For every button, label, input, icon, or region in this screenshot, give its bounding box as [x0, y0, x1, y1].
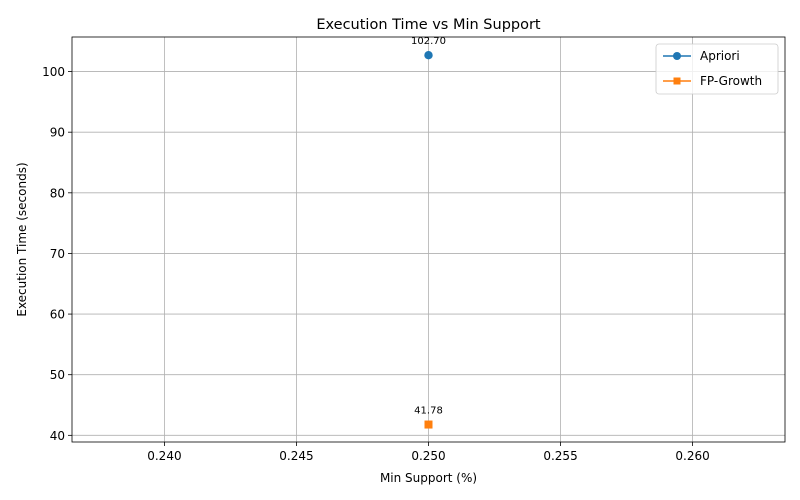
- data-point-apriori: [424, 50, 433, 60]
- x-tick-label: 0.255: [543, 449, 577, 463]
- x-tick-label: 0.240: [147, 449, 181, 463]
- y-tick-label: 60: [50, 308, 65, 322]
- data-point-fp-growth: [424, 420, 433, 429]
- legend-marker-apriori: [673, 52, 681, 60]
- x-axis-title: Min Support (%): [380, 471, 477, 485]
- y-tick-label: 40: [50, 429, 65, 443]
- y-axis-title: Execution Time (seconds): [15, 162, 29, 316]
- legend-item-fp-growth: FP-Growth: [663, 74, 762, 88]
- legend-marker-fp-growth: [673, 77, 681, 85]
- y-tick-label: 100: [42, 65, 65, 79]
- legend-label-fp-growth: FP-Growth: [700, 74, 762, 88]
- chart-title: Execution Time vs Min Support: [316, 17, 541, 33]
- legend: Apriori FP-Growth: [655, 43, 779, 95]
- legend-item-apriori: Apriori: [663, 49, 740, 63]
- plot-frame: [71, 36, 786, 443]
- axis-ticks: 0.240 0.245 0.250 0.255 0.260 40 50 60 70 80 90 100: [42, 65, 710, 463]
- y-tick-label: 50: [50, 368, 65, 382]
- x-tick-label: 0.245: [279, 449, 313, 463]
- series-layer: 102.70 41.78: [411, 36, 446, 429]
- y-tick-label: 80: [50, 186, 65, 200]
- y-tick-label: 90: [50, 126, 65, 140]
- legend-label-apriori: Apriori: [700, 49, 740, 63]
- x-tick-label: 0.250: [411, 449, 445, 463]
- data-label-apriori: 102.70: [411, 36, 446, 47]
- grid: [72, 37, 785, 442]
- y-tick-label: 70: [50, 247, 65, 261]
- data-label-fp-growth: 41.78: [414, 406, 443, 417]
- x-tick-label: 0.260: [675, 449, 709, 463]
